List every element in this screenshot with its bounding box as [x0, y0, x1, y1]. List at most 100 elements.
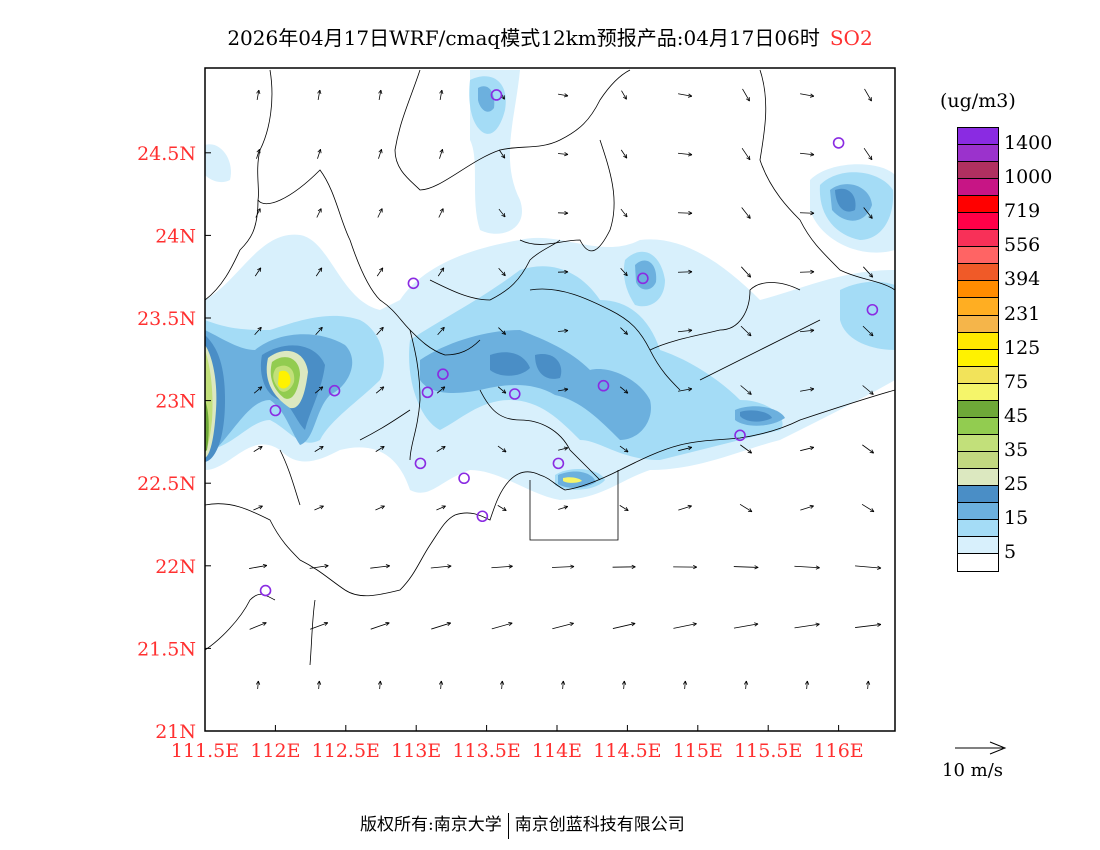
wind-arrow: [673, 564, 697, 570]
colorbar-label: 231: [1004, 302, 1041, 325]
wind-arrow: [677, 269, 693, 274]
station-marker: [414, 457, 427, 470]
wind-arrow: [254, 267, 262, 277]
colorbar-swatch: [958, 128, 998, 146]
colorbar-swatch: [958, 434, 998, 452]
conc-region: [740, 410, 772, 422]
wind-arrow: [742, 88, 750, 102]
lon-tick-label: 113.5E: [452, 740, 520, 762]
wind-arrow: [255, 208, 261, 218]
footer-divider: [507, 812, 509, 839]
lon-tick-label: 114E: [532, 740, 582, 762]
colorbar-swatch: [958, 383, 998, 401]
wind-arrow: [557, 328, 569, 333]
wind-arrow: [800, 387, 815, 392]
province-border: [279, 449, 301, 506]
wind-arrow: [794, 565, 820, 570]
colorbar-swatch: [958, 213, 998, 231]
colorbar-swatch: [958, 162, 998, 180]
wind-arrow: [438, 680, 444, 690]
colorbar-label: 5: [1004, 541, 1017, 564]
wind-arrow: [682, 680, 688, 690]
wind-arrow: [370, 621, 390, 630]
wind-arrow: [619, 505, 629, 512]
wind-arrow: [558, 446, 569, 451]
wind-arrow: [863, 207, 873, 219]
wind-arrow: [316, 208, 322, 218]
colorbar-swatch: [958, 315, 998, 333]
wind-arrow: [733, 565, 759, 570]
colorbar-swatch: [958, 366, 998, 384]
station-marker: [328, 384, 341, 397]
wind-arrow: [620, 149, 628, 159]
wind-arrow: [498, 149, 506, 159]
colorbar-label: 394: [1004, 268, 1041, 291]
province-border: [699, 319, 821, 381]
axis-ticks: 111.5E 112E 112.5E 113E 113.5E 114E 114.5E 115E…: [137, 143, 864, 762]
lon-tick-label: 112E: [250, 740, 300, 762]
colorbar-swatch: [958, 179, 998, 197]
colorbar-label: 719: [1004, 200, 1041, 223]
wind-reference-label: 10 m/s: [942, 760, 1003, 781]
concentration-fill: [205, 70, 895, 501]
province-border: [257, 69, 421, 461]
wind-arrow: [558, 93, 569, 98]
colorbar-swatch: [958, 451, 998, 469]
province-border: [529, 288, 681, 391]
wind-arrow: [253, 505, 263, 511]
colorbar-swatch: [958, 332, 998, 350]
wind-arrow: [557, 152, 569, 157]
wind-arrow: [862, 444, 875, 454]
wind-arrow: [499, 680, 505, 690]
station-marker: [597, 379, 610, 392]
wind-arrow: [498, 268, 506, 277]
wind-arrow: [314, 386, 324, 394]
wind-arrow: [741, 266, 752, 278]
lat-tick-label: 24N: [155, 225, 196, 247]
wind-arrow: [256, 89, 261, 100]
lon-tick-label: 111.5E: [171, 740, 239, 762]
wind-arrow: [437, 267, 445, 277]
colorbar: [957, 127, 999, 573]
province-border: [519, 139, 615, 252]
province-border: [309, 599, 316, 666]
province-border: [649, 282, 801, 351]
wind-arrow: [620, 268, 628, 277]
station-marker: [866, 303, 879, 316]
province-border: [429, 239, 561, 301]
wind-arrow: [678, 387, 693, 392]
wind-arrow: [317, 89, 322, 100]
conc-region: [563, 477, 582, 483]
wind-arrow: [557, 269, 569, 275]
conc-region: [840, 281, 895, 350]
wind-arrow: [497, 386, 507, 394]
wind-arrow: [439, 89, 444, 100]
station-marker: [832, 137, 845, 149]
wind-arrow: [799, 269, 815, 274]
wind-arrow: [438, 208, 444, 218]
conc-region: [409, 266, 783, 460]
wind-arrow: [315, 267, 323, 277]
wind-arrow: [739, 503, 753, 513]
wind-arrow: [799, 328, 815, 333]
lat-tick-label: 24.5N: [137, 143, 196, 165]
title-text: 2026年04月17日WRF/cmaq模式12km预报产品:04月17日06时: [227, 26, 820, 50]
station-marker: [552, 457, 565, 470]
lon-tick-label: 115.5E: [734, 740, 802, 762]
lat-tick-label: 22.5N: [137, 473, 196, 495]
station-marker: [508, 388, 521, 400]
wind-arrow: [740, 444, 753, 454]
wind-arrow: [863, 266, 874, 278]
coastline: [205, 389, 895, 597]
wind-arrow: [436, 445, 446, 452]
station-marker: [259, 584, 272, 597]
wind-arrow: [376, 267, 384, 277]
wind-arrow: [491, 622, 513, 630]
wind-arrow: [677, 211, 693, 216]
colorbar-label: 1000: [1004, 166, 1053, 189]
station-marker: [458, 472, 470, 485]
lon-tick-label: 115E: [673, 740, 723, 762]
station-marker: [476, 510, 489, 523]
wind-arrow: [678, 504, 692, 511]
wind-arrow: [855, 622, 882, 628]
